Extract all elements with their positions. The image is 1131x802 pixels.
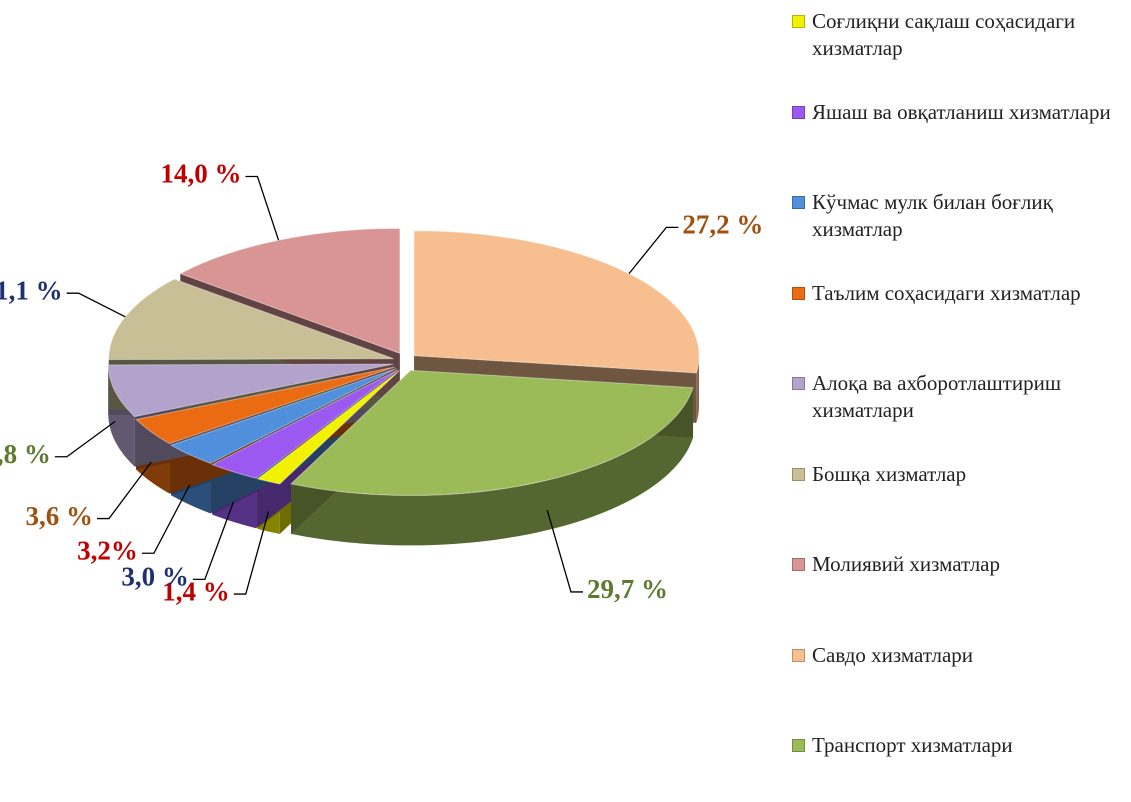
data-label: 29,7 % — [587, 574, 668, 604]
legend-label: Транспорт хизматлари — [812, 733, 1013, 757]
legend-swatch — [792, 648, 805, 662]
legend-label: Яшаш ва овқатланиш хизматлари — [812, 99, 1111, 124]
legend-item: Таълим соҳасидаги хизматлар — [790, 280, 1130, 307]
legend-label: Соғлиқни сақлаш соҳасидаги хизматлар — [812, 9, 1076, 60]
slice — [413, 230, 700, 374]
data-label: 14,0 % — [160, 159, 241, 189]
legend-item: Соғлиқни сақлаш соҳасидаги хизматлар — [790, 8, 1130, 62]
legend-label: Бошқа хизматлар — [812, 461, 967, 486]
legend-swatch — [792, 739, 805, 752]
leader-line — [141, 484, 191, 554]
data-label: 3,2% — [77, 535, 138, 565]
chart: 1,4 %3,0 %3,2% 3,6 % 6,8 % 11,1 % 14,0 % 27,2… — [0, 159, 763, 607]
leader-line — [233, 511, 270, 595]
data-label: 3,0 % — [121, 562, 189, 592]
legend-swatch — [792, 15, 805, 28]
leader-line — [192, 501, 235, 580]
data-label: 3,6 % — [25, 501, 93, 531]
slice — [135, 366, 395, 445]
legend-swatch — [792, 467, 805, 481]
slice — [211, 369, 399, 479]
legend-swatch — [792, 196, 805, 209]
labels: 1,4 %3,0 %3,2% 3,6 % 6,8 % 11,1 % 14,0 % 27,2… — [0, 159, 763, 607]
leader-line — [96, 461, 152, 520]
slice — [179, 227, 401, 355]
legend-label: Таълим соҳасидаги хизматлар — [812, 280, 1081, 305]
data-label: 11,1 % — [0, 275, 63, 305]
data-label: 1,4 % — [162, 576, 230, 606]
slice-tops — [107, 227, 700, 496]
legend-item: Кўчмас мулк билан боғлиқ хизматлар — [790, 189, 1130, 243]
slice — [108, 278, 394, 361]
legend-item: Молиявий хизматлар — [790, 551, 1130, 578]
leader-line — [66, 292, 126, 318]
slice — [169, 368, 397, 464]
legend-swatch — [792, 558, 805, 571]
legend-swatch — [792, 105, 805, 119]
slice — [289, 369, 694, 496]
slice-side — [696, 354, 700, 423]
legend-swatch — [792, 286, 805, 300]
slice-side — [108, 364, 135, 467]
legend-label: Алоқа ва ахборотлаштириш хизматлари — [812, 371, 1062, 422]
slice-side — [291, 387, 694, 546]
legend-item: Транспорт хизматлари — [790, 732, 1130, 759]
slice — [256, 370, 400, 485]
data-label: 6,8 % — [0, 439, 51, 469]
leader-line — [245, 175, 280, 241]
leader-line — [54, 420, 116, 458]
leader-line — [628, 226, 679, 275]
slice — [107, 363, 394, 418]
data-label: 27,2 % — [682, 210, 763, 240]
legend-label: Молиявий хизматлар — [812, 552, 1001, 576]
legend-swatch — [792, 377, 805, 390]
legend-item: Бошқа хизматлар — [790, 461, 1130, 488]
legend-label: Кўчмас мулк билан боғлиқ хизматлар — [812, 190, 1053, 241]
legend-item: Савдо хизматлари — [790, 642, 1130, 669]
legend-item: Яшаш ва овқатланиш хизматлари — [790, 99, 1130, 126]
legend-item: Алоқа ва ахборотлаштириш хизматлари — [790, 370, 1130, 424]
leader-line — [546, 509, 583, 593]
legend-label: Савдо хизматлари — [812, 642, 974, 667]
